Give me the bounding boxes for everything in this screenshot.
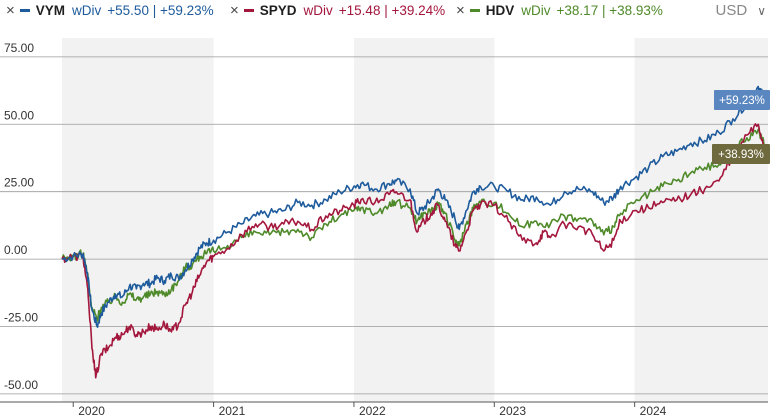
year-bands <box>62 38 768 402</box>
legend: × VYM wDiv +55.50 | +59.23% × SPYD wDiv +15.48 … <box>0 0 772 24</box>
y-tick-label: -25.00 <box>4 311 38 325</box>
legend-item-hdv[interactable]: × HDV wDiv +38.17 | +38.93% <box>456 3 663 18</box>
x-axis: 2020 2021 2022 2023 2024 <box>0 401 768 418</box>
y-axis: 75.00 50.00 25.00 0.00 -25.00 -50.00 <box>4 41 38 392</box>
legend-swatch <box>469 9 480 12</box>
legend-mode: wDiv <box>303 3 333 18</box>
series-line-vym <box>61 85 769 328</box>
gridlines <box>0 56 768 395</box>
y-tick-label: 50.00 <box>4 108 34 122</box>
remove-icon[interactable]: × <box>230 2 239 19</box>
chevron-down-icon: ∨ <box>757 3 766 18</box>
legend-mode: wDiv <box>72 3 102 18</box>
legend-item-spyd[interactable]: × SPYD wDiv +15.48 | +39.24% <box>230 3 445 18</box>
remove-icon[interactable]: × <box>6 2 15 19</box>
legend-ticker: HDV <box>485 3 515 18</box>
legend-change: +38.17 | +38.93% <box>556 3 663 18</box>
legend-mode: wDiv <box>521 3 551 18</box>
legend-ticker: SPYD <box>259 3 297 18</box>
year-band <box>62 38 214 402</box>
legend-change: +55.50 | +59.23% <box>107 3 214 18</box>
end-label-text: +59.23% <box>719 95 765 107</box>
x-tick-label: 2024 <box>640 404 667 418</box>
legend-swatch <box>19 9 30 12</box>
end-label-box <box>714 90 770 111</box>
series-line-hdv <box>61 127 769 322</box>
x-tick-label: 2021 <box>219 404 246 418</box>
series-line-spyd <box>61 123 769 379</box>
currency-label: USD <box>715 2 748 19</box>
y-tick-label: 25.00 <box>4 176 34 190</box>
legend-change: +15.48 | +39.24% <box>338 3 446 18</box>
end-label-text: +38.93% <box>718 149 764 161</box>
y-tick-label: 0.00 <box>4 243 28 257</box>
x-tick-label: 2020 <box>78 404 105 418</box>
currency-selector[interactable]: USD ∨ <box>716 2 766 19</box>
remove-icon[interactable]: × <box>456 2 465 19</box>
end-labels: +59.23% +38.93% <box>712 90 770 164</box>
y-tick-label: 75.00 <box>4 41 34 55</box>
x-tick-label: 2023 <box>499 404 526 418</box>
legend-item-vym[interactable]: × VYM wDiv +55.50 | +59.23% <box>6 3 214 18</box>
legend-swatch <box>243 9 254 12</box>
y-tick-label: -50.00 <box>4 378 38 392</box>
series-lines <box>61 85 769 379</box>
end-label-box <box>712 143 770 164</box>
legend-ticker: VYM <box>35 3 66 18</box>
x-tick-label: 2022 <box>359 404 386 418</box>
